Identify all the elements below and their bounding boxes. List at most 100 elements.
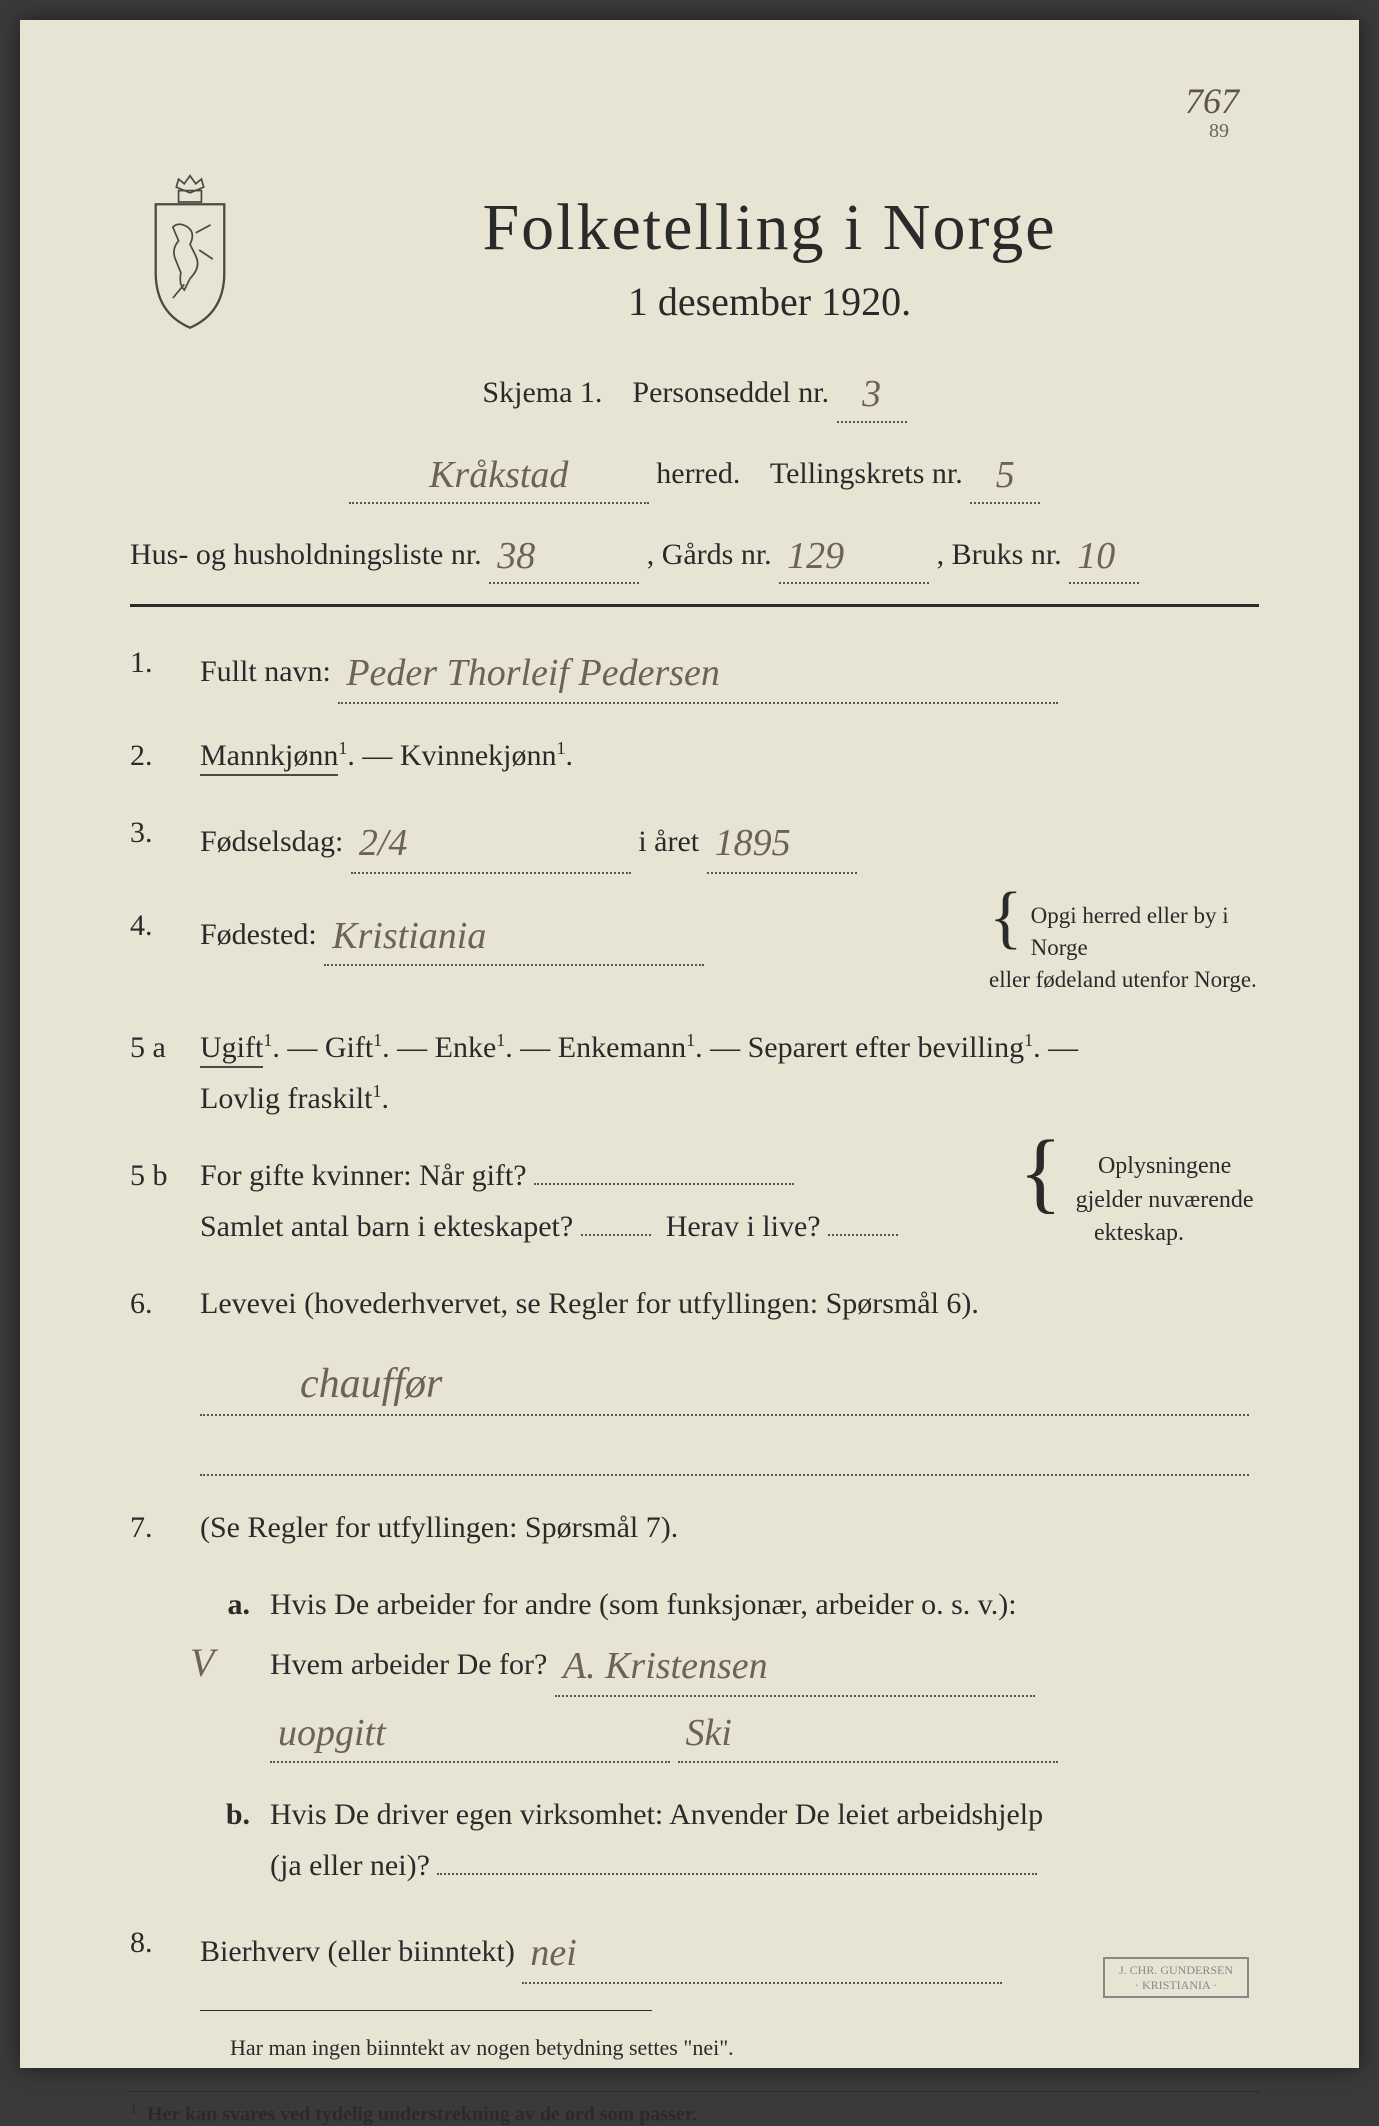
q7a-label: Hvis De arbeider for andre (som funksjon… — [270, 1588, 1017, 1621]
q5b-gift-field — [534, 1183, 794, 1185]
q5b-side-note: { Oplysningene gjelder nuværende ekteska… — [1019, 1150, 1259, 1251]
q4-label: Fødested: — [200, 918, 317, 951]
bruks-label: , Bruks nr. — [937, 538, 1062, 571]
q4-place: Kristiania — [332, 915, 486, 957]
footnote-bottom-text: Her kan svares ved tydelig understreknin… — [147, 2103, 697, 2125]
main-title: Folketelling i Norge — [280, 190, 1259, 266]
q6-label: Levevei (hovederhvervet, se Regler for u… — [200, 1287, 979, 1320]
census-form-page: 767 89 Folketelling i Norge 1 desember 1… — [20, 20, 1359, 2068]
q5b-line2b: Herav i live? — [666, 1210, 821, 1243]
q5b-note-l1: Oplysningene — [1098, 1153, 1231, 1179]
q7a-val2r-field: Ski — [678, 1697, 1058, 1764]
question-8: 8. Bierhverv (eller biinntekt) nei — [130, 1917, 1259, 1984]
q4-note-l1: Opgi herred eller by i Norge — [1031, 903, 1229, 960]
question-7a: a. V Hvis De arbeider for andre (som fun… — [130, 1579, 1259, 1763]
q7a-val1-field: A. Kristensen — [555, 1630, 1035, 1697]
herred-name-field: Kråkstad — [349, 441, 649, 504]
coat-of-arms-icon — [130, 170, 250, 330]
question-3: 3. Fødselsdag: 2/4 i året 1895 — [130, 807, 1259, 874]
q1-label: Fullt navn: — [200, 655, 331, 688]
questions: 1. Fullt navn: Peder Thorleif Pedersen 2… — [130, 637, 1259, 2060]
q5b-note-l3: ekteskap. — [1094, 1220, 1184, 1246]
question-2: 2. Mannkjønn1. — Kvinnekjønn1. — [130, 730, 1259, 781]
q7b-label: Hvis De driver egen virksomhet: Anvender… — [270, 1798, 1043, 1831]
stamp-l2: · KRISTIANIA · — [1119, 1978, 1233, 1992]
bruks-nr-field: 10 — [1069, 522, 1139, 585]
q5a-enke: Enke — [435, 1031, 497, 1064]
form-meta: Skjema 1. Personseddel nr. 3 Kråkstad he… — [130, 360, 1259, 584]
q7-margin-mark: V — [190, 1629, 214, 1697]
meta-line-3: Hus- og husholdningsliste nr. 38 , Gårds… — [130, 522, 1259, 585]
q1-name-value: Peder Thorleif Pedersen — [346, 652, 720, 694]
q5b-line1: For gifte kvinner: Når gift? — [200, 1159, 527, 1192]
q6-blank-line — [200, 1436, 1249, 1476]
herred-label: herred. — [656, 457, 740, 490]
q3-num: 3. — [130, 807, 200, 874]
q3-year-label: i året — [638, 825, 699, 858]
q1-name-field: Peder Thorleif Pedersen — [338, 637, 1058, 704]
question-7: 7. (Se Regler for utfyllingen: Spørsmål … — [130, 1502, 1259, 1553]
q3-year: 1895 — [715, 822, 791, 864]
title-block: Folketelling i Norge 1 desember 1920. — [280, 170, 1259, 325]
q2-mann: Mannkjønn — [200, 739, 338, 776]
q2-sep1: . — — [347, 739, 392, 772]
page-number-secondary: 89 — [1209, 120, 1229, 143]
q4-side-note: { Opgi herred eller by i Norge eller fød… — [989, 900, 1259, 997]
question-7b: b. Hvis De driver egen virksomhet: Anven… — [130, 1789, 1259, 1891]
meta-line-2: Kråkstad herred. Tellingskrets nr. 5 — [130, 441, 1259, 504]
q5a-separert: Separert efter bevilling — [748, 1031, 1025, 1064]
husliste-label: Hus- og husholdningsliste nr. — [130, 538, 482, 571]
q8-num: 8. — [130, 1917, 200, 1984]
question-5b: 5 b { Oplysningene gjelder nuværende ekt… — [130, 1150, 1259, 1252]
q7b-field — [437, 1873, 1037, 1875]
tellingskrets-nr-field: 5 — [970, 441, 1040, 504]
page-number-handwritten: 767 — [1185, 80, 1239, 122]
personseddel-label: Personseddel nr. — [632, 376, 829, 409]
q5b-barn-field — [581, 1234, 651, 1236]
q4-place-field: Kristiania — [324, 900, 704, 967]
gards-nr: 129 — [787, 535, 844, 577]
q4-note-l2: eller fødeland utenfor Norge. — [989, 967, 1257, 992]
gards-nr-field: 129 — [779, 522, 929, 585]
personseddel-nr: 3 — [862, 373, 881, 415]
husliste-nr-field: 38 — [489, 522, 639, 585]
q5a-ugift: Ugift — [200, 1031, 263, 1068]
q5a-num: 5 a — [130, 1022, 200, 1124]
q5b-num: 5 b — [130, 1150, 200, 1252]
bruks-nr: 10 — [1077, 535, 1115, 577]
q7a-val1: A. Kristensen — [563, 1645, 768, 1687]
footnote-bottom: 1 Her kan svares ved tydelig understrekn… — [130, 2091, 1259, 2126]
q7-num: 7. — [130, 1502, 200, 1553]
q7a-val2-left: uopgitt — [278, 1712, 386, 1754]
q5a-gift: Gift — [325, 1031, 373, 1064]
tellingskrets-label: Tellingskrets nr. — [770, 457, 963, 490]
q3-day: 2/4 — [359, 822, 408, 864]
q6-num: 6. — [130, 1278, 200, 1329]
q8-label: Bierhverv (eller biinntekt) — [200, 1935, 515, 1968]
q5b-line2a: Samlet antal barn i ekteskapet? — [200, 1210, 573, 1243]
q4-num: 4. — [130, 900, 200, 997]
gards-label: , Gårds nr. — [647, 538, 772, 571]
q3-day-field: 2/4 — [351, 807, 631, 874]
q6-value-line: chauffør — [200, 1355, 1249, 1416]
question-4: 4. { Opgi herred eller by i Norge eller … — [130, 900, 1259, 997]
tellingskrets-nr: 5 — [996, 454, 1015, 496]
q5b-note-l2: gjelder nuværende — [1076, 1187, 1254, 1213]
q7a-val2-right: Ski — [686, 1712, 732, 1754]
q7b-q: (ja eller nei)? — [270, 1849, 430, 1882]
q1-num: 1. — [130, 637, 200, 704]
q3-year-field: 1895 — [707, 807, 857, 874]
stamp-l1: J. CHR. GUNDERSEN — [1119, 1963, 1233, 1977]
header: Folketelling i Norge 1 desember 1920. — [130, 170, 1259, 330]
q2-end: . — [565, 739, 573, 772]
question-5a: 5 a Ugift1. — Gift1. — Enke1. — Enkemann… — [130, 1022, 1259, 1124]
q5a-fraskilt: Lovlig fraskilt — [200, 1082, 372, 1115]
q2-num: 2. — [130, 730, 200, 781]
subtitle: 1 desember 1920. — [280, 278, 1259, 325]
printer-stamp: J. CHR. GUNDERSEN · KRISTIANIA · — [1103, 1957, 1249, 1998]
q5b-live-field — [828, 1234, 898, 1236]
husliste-nr: 38 — [497, 535, 535, 577]
q8-field: nei — [522, 1917, 1002, 1984]
q7a-q: Hvem arbeider De for? — [270, 1648, 547, 1681]
q2-kvinne: Kvinnekjønn — [400, 739, 557, 772]
